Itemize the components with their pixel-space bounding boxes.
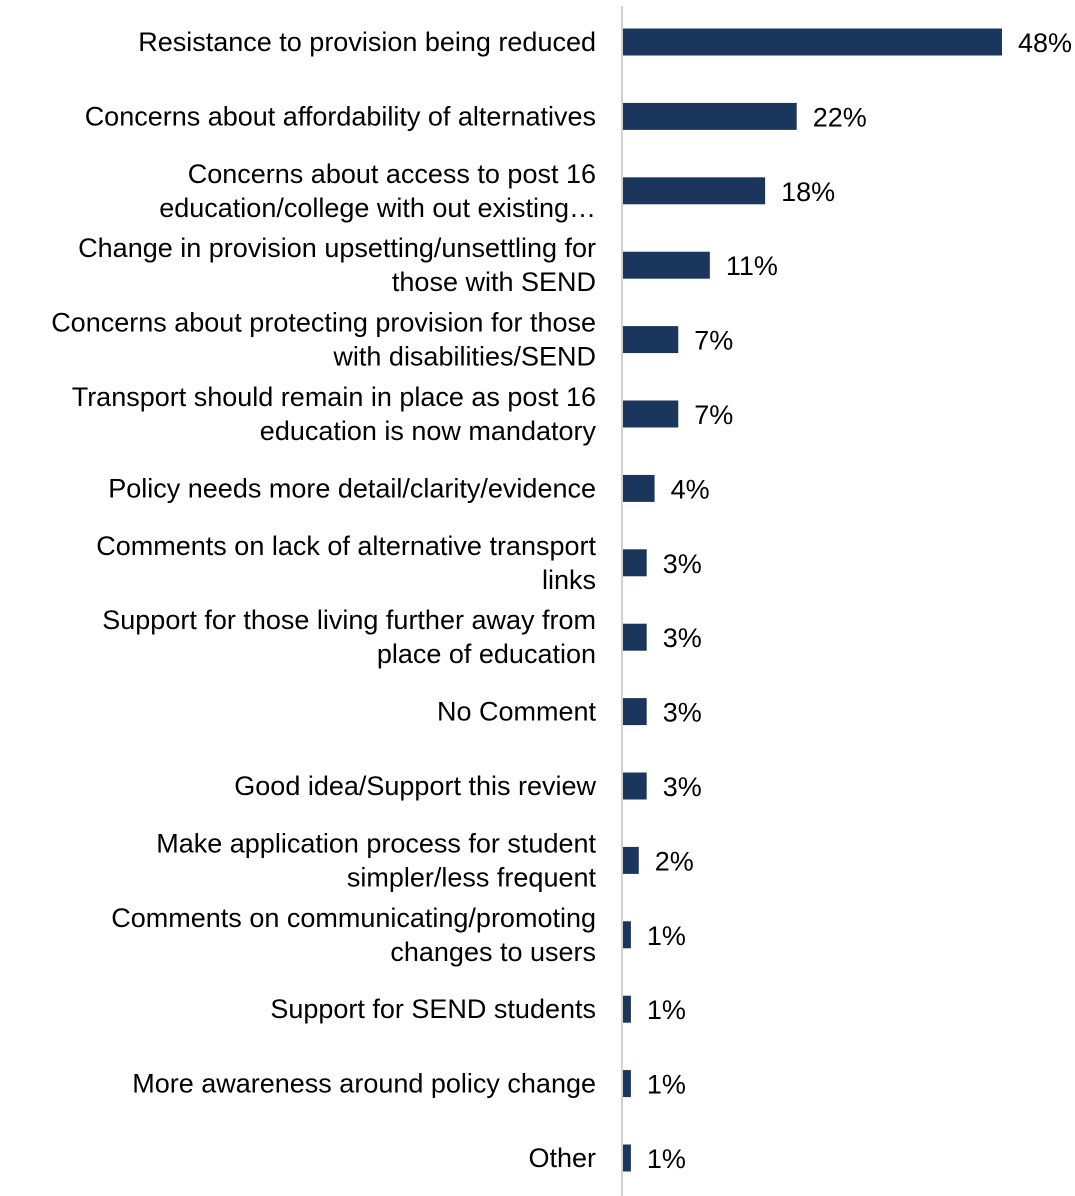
bars <box>623 28 1002 1172</box>
value-label: 22% <box>813 102 867 132</box>
category-label-line: changes to users <box>390 937 596 967</box>
category-label-line: Comments on communicating/promoting <box>111 903 596 933</box>
value-label: 7% <box>694 400 733 430</box>
category-label-line: More awareness around policy change <box>132 1069 596 1099</box>
bar <box>623 177 766 205</box>
category-label: Policy needs more detail/clarity/evidenc… <box>108 473 596 503</box>
category-label-line: Other <box>528 1143 596 1173</box>
category-label-line: those with SEND <box>392 267 596 297</box>
category-label: Support for SEND students <box>270 994 596 1024</box>
category-label-line: with disabilities/SEND <box>332 342 596 372</box>
bar <box>623 28 1002 56</box>
category-label-line: Concerns about affordability of alternat… <box>85 101 596 131</box>
value-label: 4% <box>671 474 710 504</box>
value-label: 3% <box>663 549 702 579</box>
value-label: 3% <box>663 623 702 653</box>
value-label: 1% <box>647 1070 686 1100</box>
category-label: Comments on communicating/promoting chang… <box>111 903 596 967</box>
category-label-line: simpler/less frequent <box>347 862 597 892</box>
value-label: 2% <box>655 846 694 876</box>
category-label-line: Concerns about access to post 16 <box>188 159 596 189</box>
category-label: Concerns about affordability of alternat… <box>85 101 596 131</box>
category-label: Concerns about access to post 16 educatio… <box>159 159 596 223</box>
category-label-line: No Comment <box>437 697 597 727</box>
category-label-line: place of education <box>377 639 596 669</box>
bar <box>623 995 631 1023</box>
category-labels: Resistance to provision being reduced Con… <box>51 27 596 1173</box>
value-label: 3% <box>663 772 702 802</box>
value-label: 1% <box>647 1144 686 1174</box>
bar <box>623 102 797 130</box>
category-label-line: Change in provision upsetting/unsettling… <box>78 233 596 263</box>
category-label-line: education/college with out existing… <box>159 193 596 223</box>
bar <box>623 772 647 800</box>
bar <box>623 846 639 874</box>
category-label: Make application process for student simp… <box>156 828 596 892</box>
value-label: 7% <box>694 326 733 356</box>
category-label-line: Concerns about protecting provision for … <box>51 308 596 338</box>
value-label: 11% <box>726 251 778 281</box>
category-label: Change in provision upsetting/unsettling… <box>78 233 596 297</box>
category-label: Comments on lack of alternative transpor… <box>96 531 596 595</box>
category-label: Transport should remain in place as post… <box>72 382 597 446</box>
category-label: Good idea/Support this review <box>234 771 596 801</box>
bar <box>623 400 679 428</box>
bar <box>623 251 710 279</box>
value-label: 1% <box>647 995 686 1025</box>
category-label: More awareness around policy change <box>132 1069 596 1099</box>
category-label: Other <box>528 1143 596 1173</box>
bar <box>623 921 631 949</box>
category-label-line: Good idea/Support this review <box>234 771 596 801</box>
bar <box>623 1070 631 1098</box>
category-label-line: links <box>542 565 596 595</box>
bar <box>623 474 655 502</box>
category-label-line: Policy needs more detail/clarity/evidenc… <box>108 473 596 503</box>
bar <box>623 1144 631 1172</box>
category-label-line: Resistance to provision being reduced <box>138 27 596 57</box>
value-label: 48% <box>1018 28 1072 58</box>
category-label: Support for those living further away fr… <box>102 605 596 669</box>
category-label-line: Support for SEND students <box>270 994 596 1024</box>
bar <box>623 623 647 651</box>
category-label-line: Comments on lack of alternative transpor… <box>96 531 596 561</box>
category-label-line: Transport should remain in place as post… <box>72 382 596 412</box>
value-label: 18% <box>781 177 835 207</box>
bar <box>623 698 647 726</box>
category-label-line: Make application process for student <box>156 828 596 858</box>
value-labels: 48% 22% 18% 11% 7% 7% 4% 3% 3% 3% 3% 2% 1% 1% 1% 1% <box>647 28 1072 1174</box>
value-label: 1% <box>647 921 686 951</box>
category-label: No Comment <box>437 697 597 727</box>
bar <box>623 549 647 577</box>
category-label-line: Support for those living further away fr… <box>102 605 596 635</box>
value-label: 3% <box>663 698 702 728</box>
category-label-line: education is now mandatory <box>260 416 597 446</box>
category-label: Resistance to provision being reduced <box>138 27 596 57</box>
category-label: Concerns about protecting provision for … <box>51 308 596 372</box>
bar <box>623 326 679 354</box>
